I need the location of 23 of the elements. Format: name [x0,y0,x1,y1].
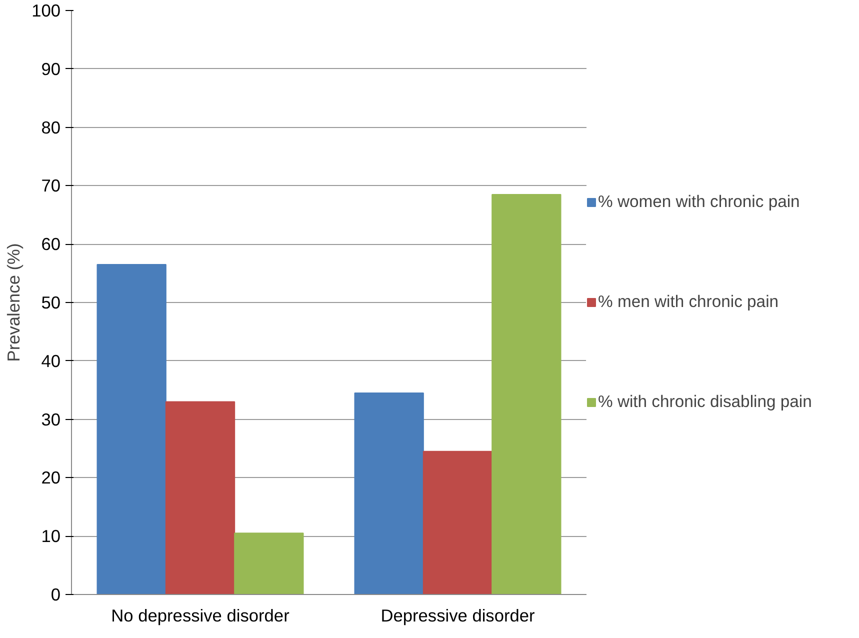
x-tick-label: No depressive disorder [111,606,290,626]
bar [492,194,562,594]
y-tick-label: 70 [41,176,61,196]
x-tick-label: Depressive disorder [380,606,536,626]
bar [165,401,236,594]
y-tick-label: 30 [41,409,61,430]
legend-label: % men with chronic pain [598,292,779,312]
bar [96,264,166,594]
bar [422,450,493,594]
y-tick-label: 40 [41,350,61,371]
y-tick-label: 80 [41,117,61,138]
y-tick-label: 60 [41,234,61,254]
y-tick-label: 10 [41,526,61,546]
legend-label: % women with chronic pain [598,192,800,212]
y-tick-label: 90 [41,58,61,79]
y-tick-label: 100 [32,0,61,20]
y-tick-label: 0 [50,584,61,604]
y-tick-label: 50 [41,292,61,312]
legend-label: % with chronic disabling pain [598,392,812,412]
bar [234,532,304,594]
y-axis-title: Prevalence (%) [4,243,24,362]
y-tick-label: 20 [41,468,61,488]
bar [354,392,424,594]
